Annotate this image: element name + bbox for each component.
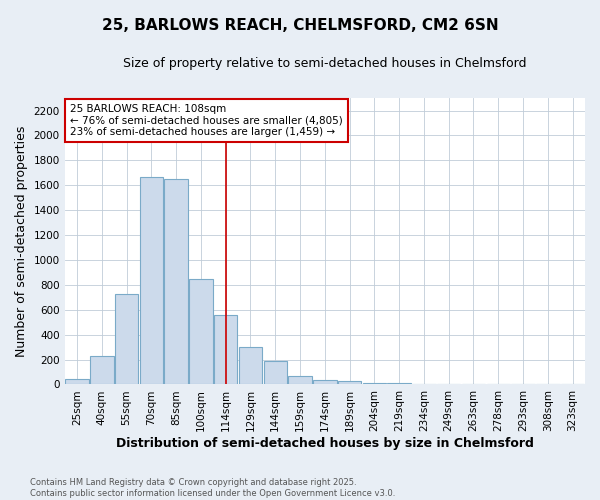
Bar — [164, 179, 188, 384]
Bar — [313, 380, 337, 384]
X-axis label: Distribution of semi-detached houses by size in Chelmsford: Distribution of semi-detached houses by … — [116, 437, 534, 450]
Bar — [65, 379, 89, 384]
Text: 25 BARLOWS REACH: 108sqm
← 76% of semi-detached houses are smaller (4,805)
23% o: 25 BARLOWS REACH: 108sqm ← 76% of semi-d… — [70, 104, 343, 137]
Text: Contains HM Land Registry data © Crown copyright and database right 2025.
Contai: Contains HM Land Registry data © Crown c… — [30, 478, 395, 498]
Bar — [214, 316, 238, 384]
Bar — [388, 383, 411, 384]
Title: Size of property relative to semi-detached houses in Chelmsford: Size of property relative to semi-detach… — [123, 58, 527, 70]
Bar — [338, 382, 361, 384]
Text: 25, BARLOWS REACH, CHELMSFORD, CM2 6SN: 25, BARLOWS REACH, CHELMSFORD, CM2 6SN — [101, 18, 499, 32]
Y-axis label: Number of semi-detached properties: Number of semi-detached properties — [15, 126, 28, 357]
Bar — [288, 376, 312, 384]
Bar — [362, 382, 386, 384]
Bar — [263, 362, 287, 384]
Bar — [239, 347, 262, 385]
Bar — [140, 176, 163, 384]
Bar — [115, 294, 139, 384]
Bar — [90, 356, 113, 384]
Bar — [189, 278, 213, 384]
